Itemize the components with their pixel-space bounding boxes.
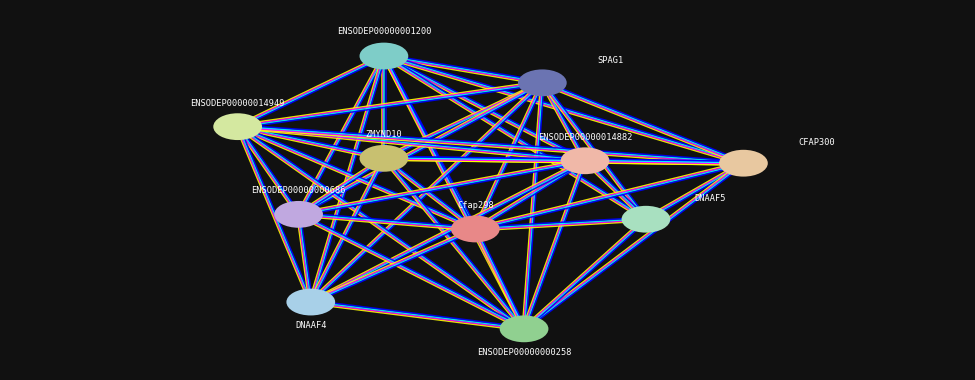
Text: ENSODEP00000014882: ENSODEP00000014882	[538, 133, 632, 142]
Ellipse shape	[518, 70, 566, 96]
Text: SPAG1: SPAG1	[597, 56, 623, 65]
Text: Cfap298: Cfap298	[457, 201, 493, 210]
Ellipse shape	[287, 289, 335, 315]
Ellipse shape	[274, 201, 323, 228]
Ellipse shape	[360, 43, 409, 70]
Text: ENSODEP00000014949: ENSODEP00000014949	[190, 99, 285, 108]
Ellipse shape	[360, 145, 409, 172]
Ellipse shape	[214, 113, 262, 140]
Text: ZMYND10: ZMYND10	[366, 130, 403, 139]
Text: DNAAF5: DNAAF5	[694, 194, 726, 203]
Text: ENSODEP00000001200: ENSODEP00000001200	[336, 27, 431, 36]
Text: ENSODEP00000000258: ENSODEP00000000258	[477, 348, 571, 357]
Ellipse shape	[561, 147, 609, 174]
Text: ENSODEP00000000686: ENSODEP00000000686	[252, 187, 346, 195]
Ellipse shape	[450, 215, 499, 242]
Text: CFAP300: CFAP300	[799, 138, 835, 147]
Text: DNAAF4: DNAAF4	[295, 321, 327, 330]
Ellipse shape	[720, 150, 768, 177]
Ellipse shape	[499, 315, 548, 342]
Ellipse shape	[622, 206, 671, 233]
